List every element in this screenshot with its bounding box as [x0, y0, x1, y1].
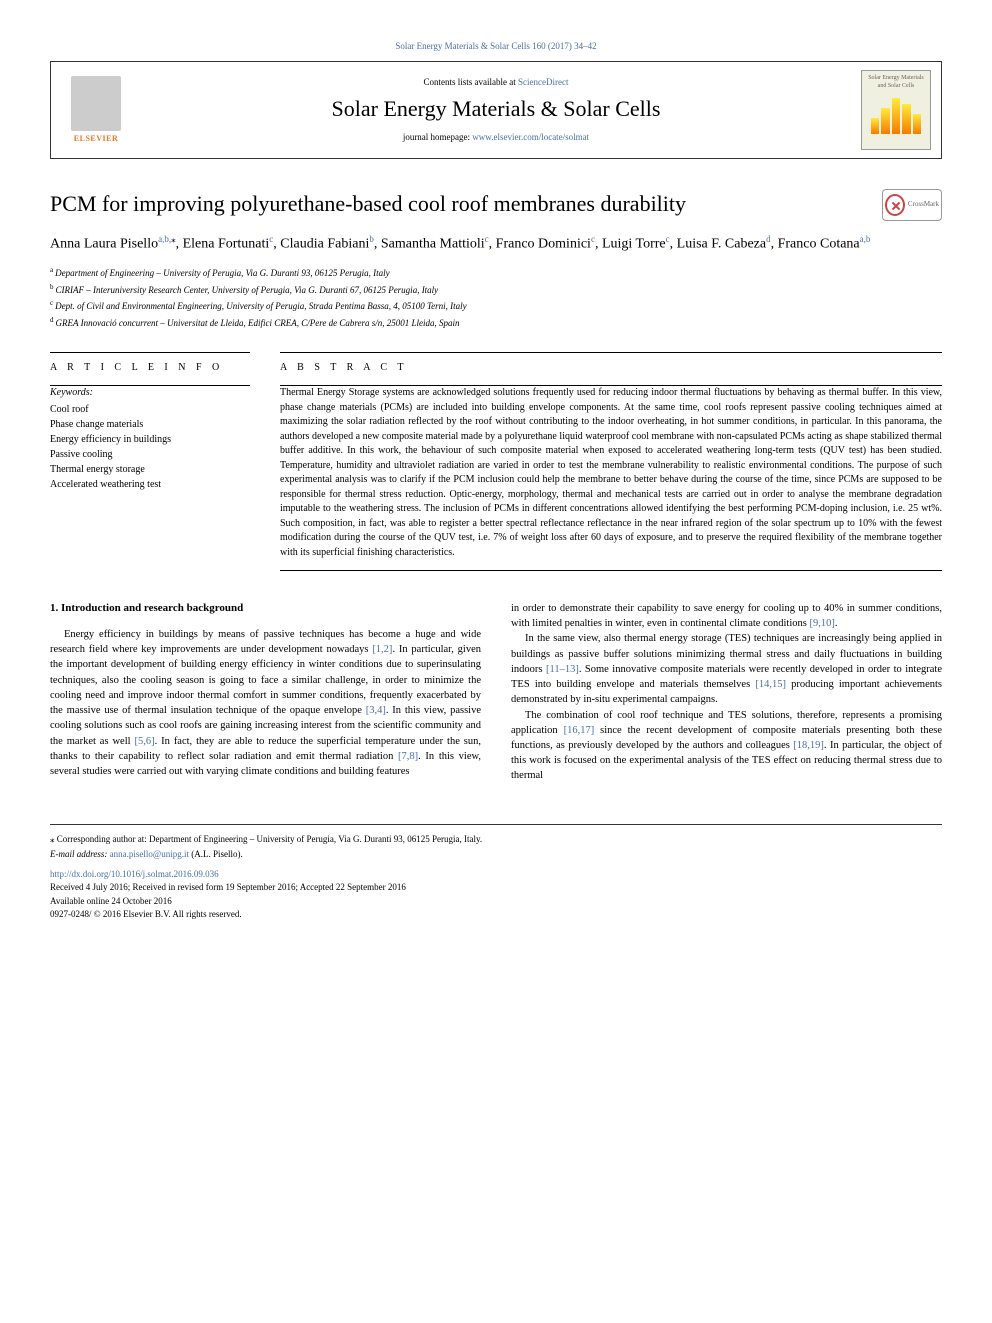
- ref-link[interactable]: [9,10]: [809, 618, 834, 629]
- copyright-line: 0927-0248/ © 2016 Elsevier B.V. All righ…: [50, 908, 942, 922]
- body-paragraph: in order to demonstrate their capability…: [511, 601, 942, 631]
- info-abstract-row: A R T I C L E I N F O Keywords: Cool roo…: [50, 352, 942, 571]
- ref-link[interactable]: [16,17]: [564, 725, 595, 736]
- ref-link[interactable]: [11–13]: [546, 664, 579, 675]
- section-heading: 1. Introduction and research background: [50, 601, 481, 617]
- sciencedirect-link[interactable]: ScienceDirect: [518, 77, 568, 87]
- email-label: E-mail address:: [50, 849, 110, 859]
- article-title: PCM for improving polyurethane-based coo…: [50, 189, 686, 220]
- elsevier-label: ELSEVIER: [74, 133, 118, 144]
- ref-link[interactable]: [7,8]: [398, 751, 418, 762]
- crossmark-badge[interactable]: CrossMark: [882, 189, 942, 221]
- keywords-label: Keywords:: [50, 386, 250, 400]
- ref-link[interactable]: [5,6]: [134, 736, 154, 747]
- running-header: Solar Energy Materials & Solar Cells 160…: [50, 40, 942, 53]
- journal-header: ELSEVIER Contents lists available at Sci…: [50, 61, 942, 159]
- homepage-link[interactable]: www.elsevier.com/locate/solmat: [472, 132, 589, 142]
- received-line: Received 4 July 2016; Received in revise…: [50, 881, 942, 895]
- ref-link[interactable]: [14,15]: [755, 679, 786, 690]
- ref-link[interactable]: [18,19]: [793, 740, 824, 751]
- footer: ⁎ Corresponding author at: Department of…: [50, 824, 942, 922]
- ref-link[interactable]: [3,4]: [366, 705, 386, 716]
- cover-title: Solar Energy Materials and Solar Cells: [865, 74, 927, 91]
- corresponding-author: ⁎ Corresponding author at: Department of…: [50, 833, 942, 847]
- body-paragraph: The combination of cool roof technique a…: [511, 708, 942, 784]
- title-row: PCM for improving polyurethane-based coo…: [50, 189, 942, 234]
- crossmark-icon: [885, 194, 905, 216]
- elsevier-tree-icon: [71, 76, 121, 131]
- affiliations: aDepartment of Engineering – University …: [50, 265, 942, 330]
- article-info-heading: A R T I C L E I N F O: [50, 361, 250, 375]
- keywords-list: Cool roofPhase change materialsEnergy ef…: [50, 402, 250, 492]
- crossmark-label: CrossMark: [908, 200, 939, 210]
- body-paragraph: Energy efficiency in buildings by means …: [50, 627, 481, 779]
- journal-name: Solar Energy Materials & Solar Cells: [131, 94, 861, 125]
- elsevier-logo: ELSEVIER: [61, 70, 131, 150]
- header-center: Contents lists available at ScienceDirec…: [131, 76, 861, 144]
- abstract: A B S T R A C T Thermal Energy Storage s…: [280, 352, 942, 571]
- left-column: 1. Introduction and research background …: [50, 601, 481, 784]
- article-info: A R T I C L E I N F O Keywords: Cool roo…: [50, 352, 250, 571]
- body-columns: 1. Introduction and research background …: [50, 601, 942, 784]
- right-column: in order to demonstrate their capability…: [511, 601, 942, 784]
- doi-link[interactable]: http://dx.doi.org/10.1016/j.solmat.2016.…: [50, 868, 942, 882]
- authors: Anna Laura Piselloa,b,⁎, Elena Fortunati…: [50, 233, 942, 255]
- journal-cover-icon: Solar Energy Materials and Solar Cells: [861, 70, 931, 150]
- contents-prefix: Contents lists available at: [424, 77, 518, 87]
- homepage-prefix: journal homepage:: [403, 132, 472, 142]
- body-paragraph: In the same view, also thermal energy st…: [511, 631, 942, 707]
- ref-link[interactable]: [1,2]: [372, 644, 392, 655]
- homepage-line: journal homepage: www.elsevier.com/locat…: [131, 131, 861, 144]
- email-link[interactable]: anna.pisello@unipg.it: [110, 849, 189, 859]
- available-line: Available online 24 October 2016: [50, 895, 942, 909]
- abstract-heading: A B S T R A C T: [280, 361, 942, 375]
- email-line: E-mail address: anna.pisello@unipg.it (A…: [50, 848, 942, 862]
- abstract-text: Thermal Energy Storage systems are ackno…: [280, 386, 942, 560]
- cover-bars-icon: [871, 94, 921, 134]
- contents-line: Contents lists available at ScienceDirec…: [131, 76, 861, 89]
- email-suffix: (A.L. Pisello).: [189, 849, 243, 859]
- divider: [280, 570, 942, 571]
